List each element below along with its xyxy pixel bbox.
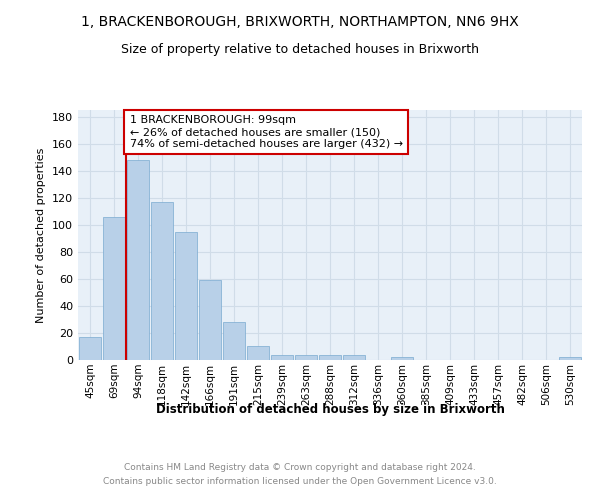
Bar [247,346,269,360]
Bar [223,322,245,360]
Text: 1, BRACKENBOROUGH, BRIXWORTH, NORTHAMPTON, NN6 9HX: 1, BRACKENBOROUGH, BRIXWORTH, NORTHAMPTO… [81,15,519,29]
Text: 1 BRACKENBOROUGH: 99sqm
← 26% of detached houses are smaller (150)
74% of semi-d: 1 BRACKENBOROUGH: 99sqm ← 26% of detache… [130,116,403,148]
Bar [391,358,413,360]
Bar [319,354,341,360]
Text: Distribution of detached houses by size in Brixworth: Distribution of detached houses by size … [155,402,505,415]
Bar [127,160,149,360]
Bar [151,202,173,360]
Text: Size of property relative to detached houses in Brixworth: Size of property relative to detached ho… [121,42,479,56]
Bar [79,337,101,360]
Text: Contains HM Land Registry data © Crown copyright and database right 2024.: Contains HM Land Registry data © Crown c… [124,462,476,471]
Y-axis label: Number of detached properties: Number of detached properties [37,148,46,322]
Bar [271,354,293,360]
Bar [559,358,581,360]
Bar [295,354,317,360]
Text: Contains public sector information licensed under the Open Government Licence v3: Contains public sector information licen… [103,478,497,486]
Bar [103,217,125,360]
Bar [199,280,221,360]
Bar [343,354,365,360]
Bar [175,232,197,360]
